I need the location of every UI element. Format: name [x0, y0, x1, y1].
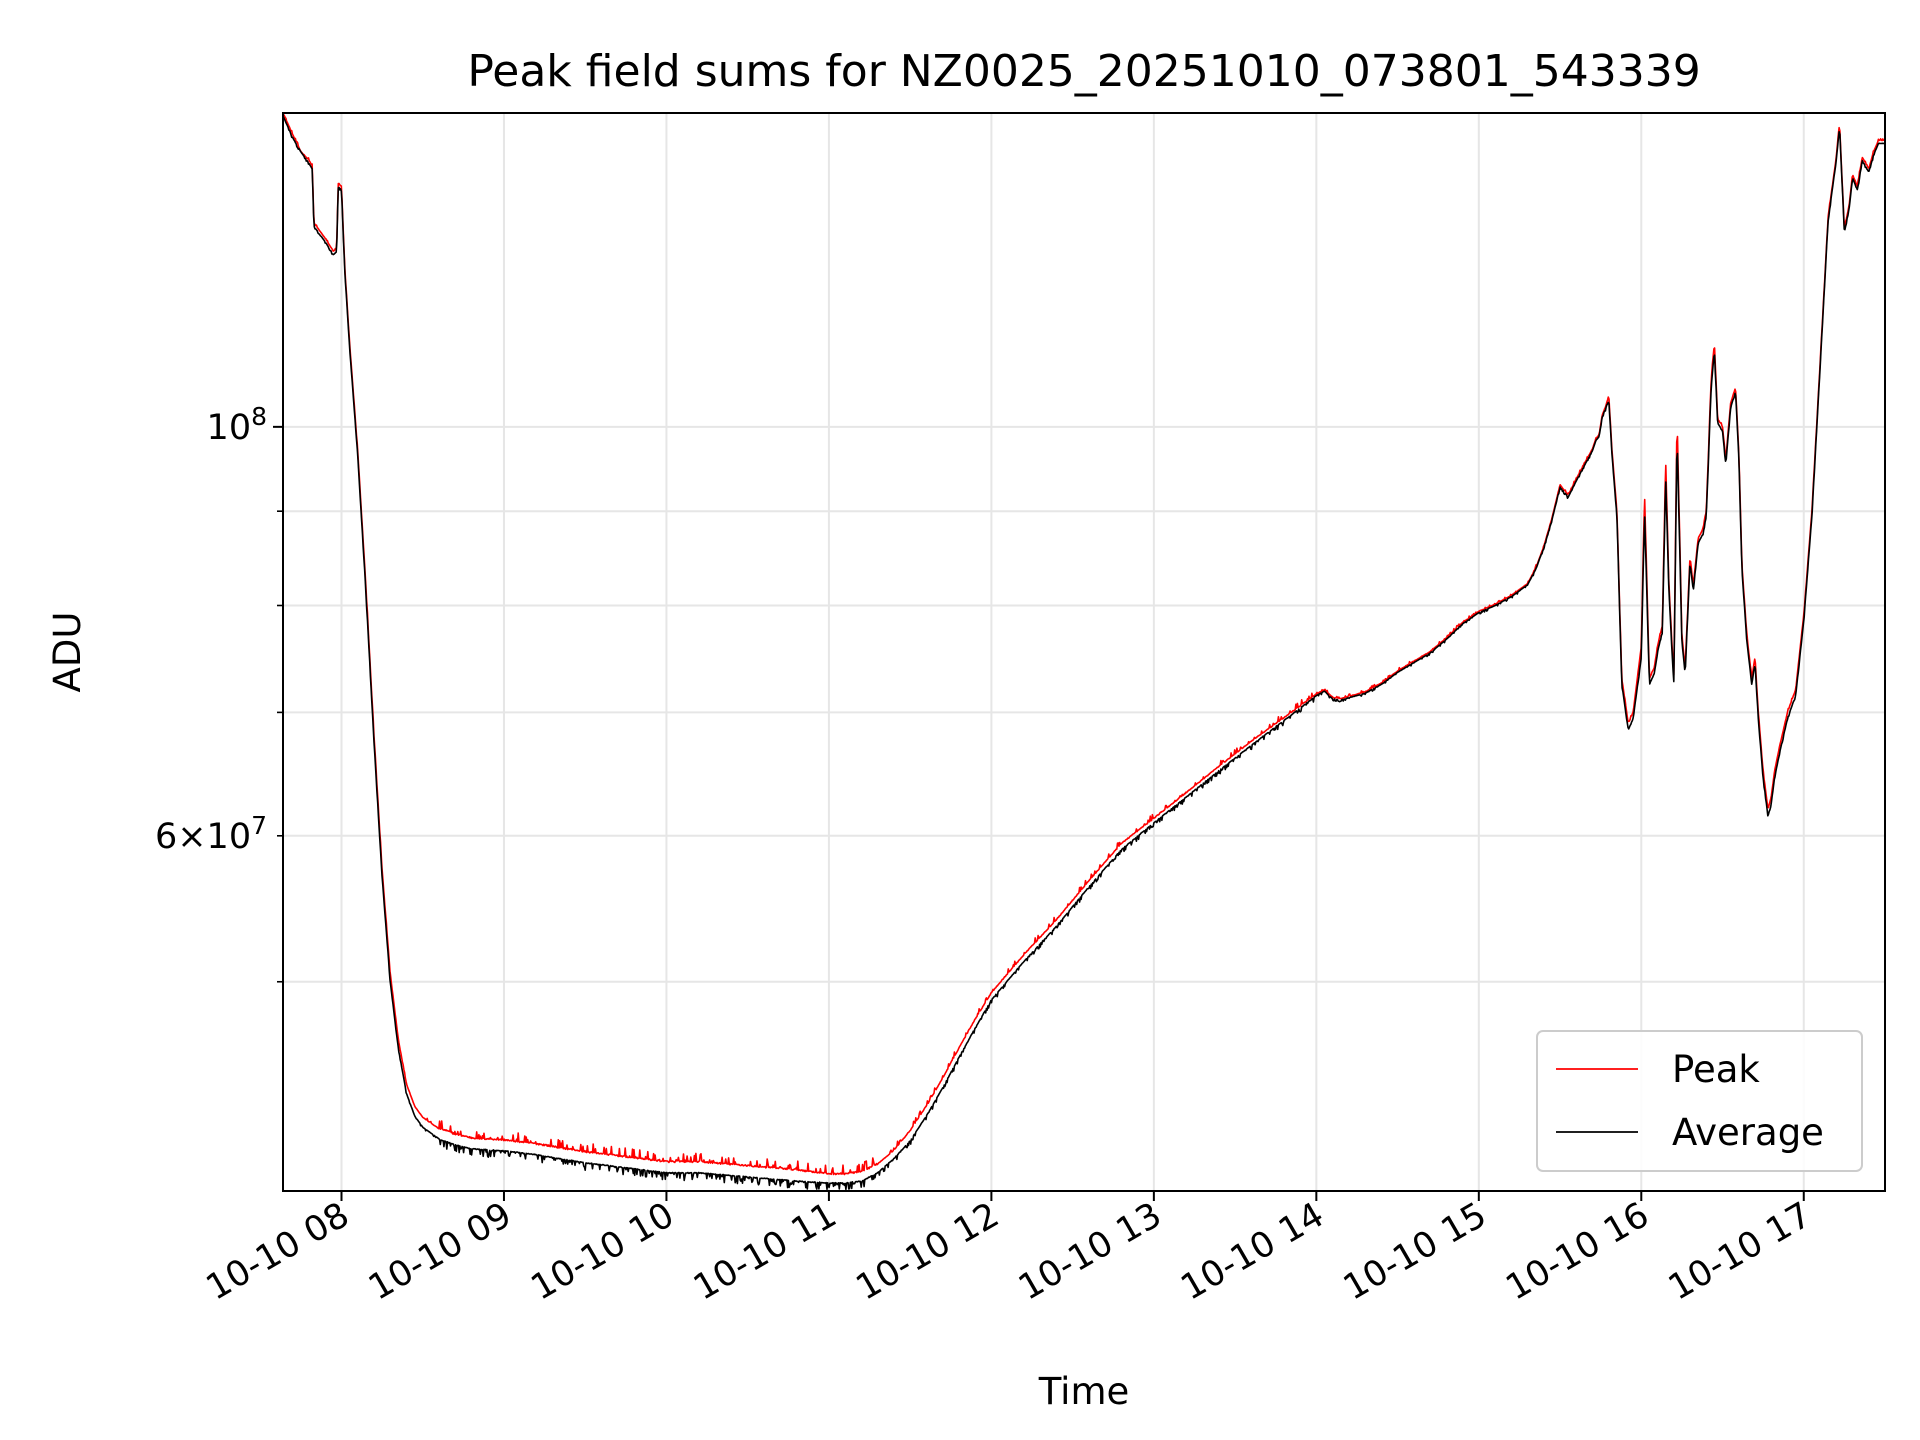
y-tick-label-base: 6×10 — [155, 817, 251, 857]
legend-label-average: Average — [1672, 1111, 1824, 1154]
chart-title: Peak field sums for NZ0025_20251010_0738… — [467, 46, 1700, 97]
grid — [283, 113, 1885, 1191]
y-tick-label-exponent: 7 — [251, 811, 267, 840]
y-tick-label-exponent: 8 — [251, 402, 267, 431]
x-axis-label: Time — [1038, 1370, 1130, 1413]
y-axis-label: ADU — [46, 612, 89, 693]
legend-box — [1536, 1030, 1863, 1172]
series-layer — [282, 112, 1886, 1191]
y-tick-label: 6×107 — [155, 811, 267, 857]
plot-frame — [282, 112, 1886, 1192]
y-tick-label: 108 — [207, 402, 267, 448]
y-tick-label-base: 10 — [207, 408, 252, 448]
legend-label-peak: Peak — [1672, 1048, 1760, 1091]
legend: Peak Average — [1536, 1030, 1863, 1172]
series-line-average — [282, 115, 1886, 1191]
